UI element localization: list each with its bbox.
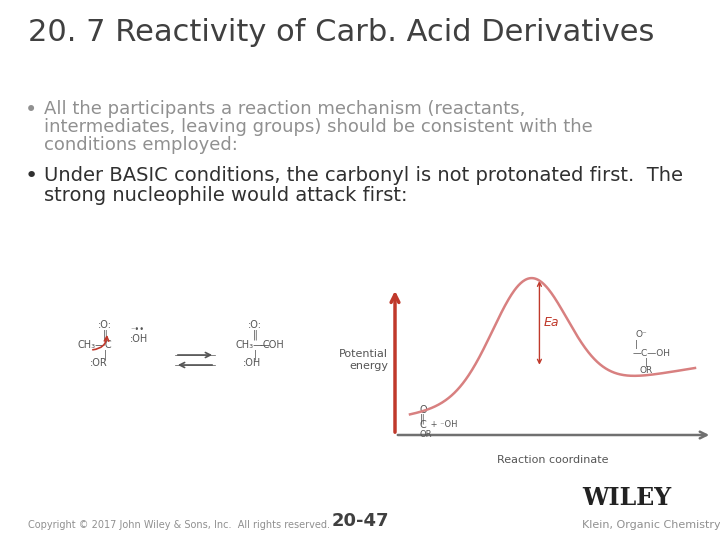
Text: :O:: :O: xyxy=(98,320,112,330)
Text: 20. 7 Reactivity of Carb. Acid Derivatives: 20. 7 Reactivity of Carb. Acid Derivativ… xyxy=(28,18,654,47)
Text: Klein, Organic Chemistry 3e: Klein, Organic Chemistry 3e xyxy=(582,520,720,530)
Text: |: | xyxy=(635,340,638,349)
Text: ‖: ‖ xyxy=(420,413,425,423)
Text: Potential
energy: Potential energy xyxy=(339,349,388,371)
Text: C: C xyxy=(420,420,427,430)
Text: Ea: Ea xyxy=(544,316,559,329)
Text: 20-47: 20-47 xyxy=(331,512,389,530)
FancyArrowPatch shape xyxy=(93,336,109,350)
Text: CH₃—C: CH₃—C xyxy=(235,340,269,350)
Text: All the participants a reaction mechanism (reactants,: All the participants a reaction mechanis… xyxy=(44,100,526,118)
Text: OR: OR xyxy=(420,430,433,439)
Text: + ⁻OH: + ⁻OH xyxy=(428,420,457,429)
Text: OR: OR xyxy=(640,366,653,375)
Text: O⁻: O⁻ xyxy=(635,330,647,339)
Text: —OH: —OH xyxy=(260,340,284,350)
Text: WILEY: WILEY xyxy=(582,486,671,510)
Text: CH₃—C: CH₃—C xyxy=(77,340,112,350)
Text: Under BASIC conditions, the carbonyl is not protonated first.  The: Under BASIC conditions, the carbonyl is … xyxy=(44,166,683,185)
Text: :OH: :OH xyxy=(130,334,148,344)
Text: :OR: :OR xyxy=(90,358,108,368)
Text: :O:: :O: xyxy=(248,320,262,330)
Text: ‖: ‖ xyxy=(102,330,107,341)
Text: •: • xyxy=(25,100,37,120)
Text: ⁻••: ⁻•• xyxy=(130,325,144,334)
Text: strong nucleophile would attack first:: strong nucleophile would attack first: xyxy=(44,186,408,205)
Text: —C—OH: —C—OH xyxy=(633,349,671,358)
Text: intermediates, leaving groups) should be consistent with the: intermediates, leaving groups) should be… xyxy=(44,118,593,136)
Text: O: O xyxy=(420,405,428,415)
Text: conditions employed:: conditions employed: xyxy=(44,136,238,154)
Text: |: | xyxy=(253,350,256,361)
Text: |: | xyxy=(645,358,648,367)
Text: Copyright © 2017 John Wiley & Sons, Inc.  All rights reserved.: Copyright © 2017 John Wiley & Sons, Inc.… xyxy=(28,520,330,530)
Text: |: | xyxy=(104,350,107,361)
Text: Reaction coordinate: Reaction coordinate xyxy=(498,455,608,465)
Text: :OH: :OH xyxy=(243,358,261,368)
Text: •: • xyxy=(25,166,38,186)
Text: ‖: ‖ xyxy=(253,330,258,341)
